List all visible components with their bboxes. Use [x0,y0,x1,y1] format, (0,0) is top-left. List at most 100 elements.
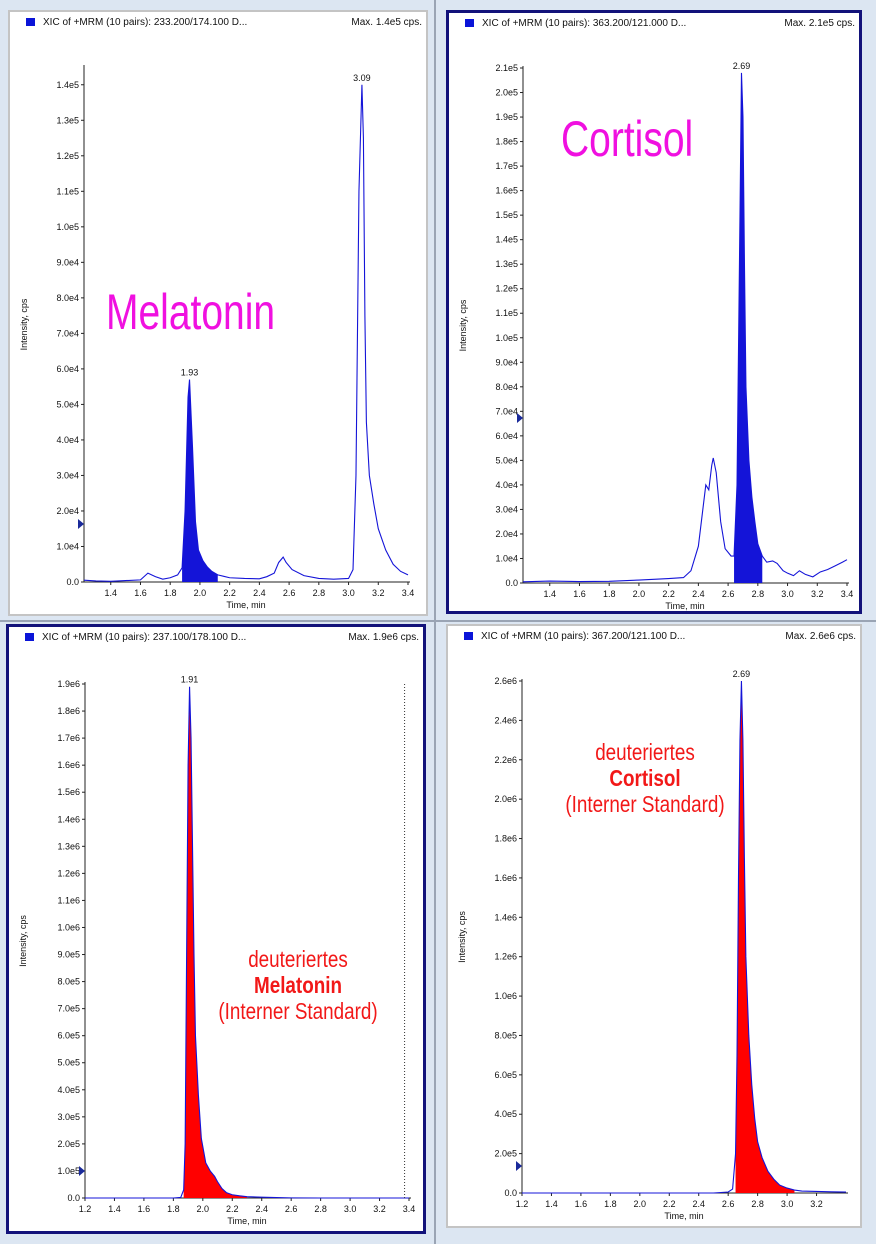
trace-title: XIC of +MRM (10 pairs): 363.200/121.000 … [482,18,687,29]
chromatogram-plot[interactable]: 0.0 1.0e4 2.0e4 3.0e4 4.0e4 5.0e4 6.0e4 7.0e4 8.… [10,12,430,618]
x-tick-label: 2.8 [752,589,765,599]
compound-annotation: Cortisol [561,111,694,167]
chromatogram-plot[interactable]: 0.0 1.0e4 2.0e4 3.0e4 4.0e4 5.0e4 6.0e4 7.0e4 8.… [449,13,865,617]
y-tick-label: 1.0e5 [57,1166,80,1176]
peak-retention-time-label: 1.91 [181,675,199,685]
y-tick-label: 2.2e6 [494,755,517,765]
y-tick-label: 1.1e5 [495,308,518,318]
chromatogram-panel-melatonin[interactable]: XIC of +MRM (10 pairs): 233.200/174.100 … [8,10,428,616]
x-tick-label: 1.6 [134,588,147,598]
x-tick-label: 2.2 [663,1199,676,1209]
y-tick-label: 0.0 [505,578,518,588]
y-tick-label: 8.0e4 [495,382,518,392]
max-intensity-label: Max. 1.4e5 cps. [351,17,422,28]
y-tick-label: 1.2e6 [57,868,80,878]
y-tick-label: 1.3e6 [57,841,80,851]
y-tick-label: 4.0e4 [56,435,79,445]
x-tick-label: 2.2 [223,588,236,598]
trace-color-swatch [465,19,474,27]
y-tick-label: 1.8e6 [494,834,517,844]
peak-retention-time-label: 2.69 [733,61,751,71]
chromatogram-plot[interactable]: 0.0 1.0e5 2.0e5 3.0e5 4.0e5 5.0e5 6.0e5 7.0e5 8.… [9,627,429,1237]
x-tick-label: 1.6 [138,1204,151,1214]
y-tick-label: 9.0e4 [56,257,79,267]
max-intensity-label: Max. 2.6e6 cps. [785,631,856,642]
y-tick-label: 5.0e4 [495,455,518,465]
y-tick-label: 5.0e5 [57,1058,80,1068]
chromatogram-plot[interactable]: 0.0 2.0e5 4.0e5 6.0e5 8.0e5 1.0e6 1.2e6 1.4e6 1.… [448,626,864,1230]
x-tick-label: 1.8 [604,1199,617,1209]
axis-marker-triangle [78,519,84,529]
x-tick-label: 2.8 [314,1204,327,1214]
panel-header: XIC of +MRM (10 pairs): 233.200/174.100 … [10,12,426,30]
x-tick-label: 3.4 [841,589,854,599]
panel-header: XIC of +MRM (10 pairs): 363.200/121.000 … [449,13,859,31]
y-tick-label: 1.7e5 [495,161,518,171]
x-tick-label: 3.0 [781,1199,794,1209]
chromatogram-panel-deuterated-melatonin[interactable]: XIC of +MRM (10 pairs): 237.100/178.100 … [6,624,426,1234]
peak-fill-area [182,379,218,582]
y-tick-label: 1.1e5 [56,186,79,196]
y-tick-label: 1.6e6 [494,873,517,883]
y-tick-label: 2.0e5 [495,88,518,98]
x-tick-label: 2.4 [692,589,705,599]
chromatogram-panel-deuterated-cortisol[interactable]: XIC of +MRM (10 pairs): 367.200/121.100 … [446,624,862,1228]
max-intensity-label: Max. 1.9e6 cps. [348,632,419,643]
x-tick-label: 3.4 [402,588,415,598]
y-tick-label: 3.0e4 [56,470,79,480]
x-tick-label: 2.8 [313,588,326,598]
compound-annotation: Melatonin [106,284,276,340]
x-tick-label: 3.2 [373,1204,386,1214]
y-tick-label: 1.2e6 [494,952,517,962]
y-tick-label: 1.0e4 [56,541,79,551]
y-tick-label: 1.9e5 [495,112,518,122]
trace-line [522,72,848,583]
y-axis-title: Intensity, cps [18,915,28,967]
x-tick-label: 2.2 [662,589,675,599]
chromatogram-panel-cortisol[interactable]: XIC of +MRM (10 pairs): 363.200/121.000 … [446,10,862,614]
x-tick-label: 3.2 [372,588,385,598]
y-axis-title: Intensity, cps [19,298,29,350]
peak-fill-area [735,681,795,1193]
panel-header: XIC of +MRM (10 pairs): 237.100/178.100 … [9,627,423,645]
y-tick-label: 1.4e6 [494,912,517,922]
x-tick-label: 2.6 [722,1199,735,1209]
y-tick-label: 1.6e6 [57,760,80,770]
x-tick-label: 1.4 [543,589,556,599]
x-tick-label: 2.6 [283,588,296,598]
y-axis-title: Intensity, cps [458,299,468,351]
y-tick-label: 1.0e5 [56,222,79,232]
y-tick-label: 1.1e6 [57,895,80,905]
x-tick-label: 1.4 [545,1199,558,1209]
trace-title: XIC of +MRM (10 pairs): 367.200/121.100 … [481,631,686,642]
x-tick-label: 1.8 [603,589,616,599]
x-axis-title: Time, min [664,1211,703,1221]
axis-marker-triangle [516,1161,522,1171]
y-tick-label: 2.0e5 [494,1149,517,1159]
y-tick-label: 8.0e4 [56,293,79,303]
peak-retention-time-label: 2.69 [733,669,751,679]
trace-color-swatch [26,18,35,26]
y-tick-label: 2.0e6 [494,794,517,804]
y-tick-label: 7.0e5 [57,1004,80,1014]
y-tick-label: 0.0 [67,1193,80,1203]
compound-annotation: deuteriertes Cortisol (Interner Standard… [551,739,740,817]
x-tick-label: 2.6 [722,589,735,599]
x-tick-label: 2.2 [226,1204,239,1214]
trace-title: XIC of +MRM (10 pairs): 233.200/174.100 … [43,17,248,28]
panel-header: XIC of +MRM (10 pairs): 367.200/121.100 … [448,626,860,644]
y-tick-label: 1.2e5 [56,151,79,161]
x-tick-label: 2.0 [197,1204,210,1214]
x-axis-title: Time, min [226,600,265,610]
y-tick-label: 2.1e5 [495,63,518,73]
y-tick-label: 2.0e4 [495,529,518,539]
x-tick-label: 2.4 [255,1204,268,1214]
frame-divider-vertical [434,0,436,1244]
x-tick-label: 3.0 [342,588,355,598]
annotation-line-2: Melatonin [253,971,343,998]
peak-fill-area [183,686,247,1198]
y-tick-label: 1.9e6 [57,679,80,689]
axis-marker-triangle [517,413,523,423]
y-tick-label: 7.0e4 [495,406,518,416]
y-tick-label: 0.0 [66,577,79,587]
